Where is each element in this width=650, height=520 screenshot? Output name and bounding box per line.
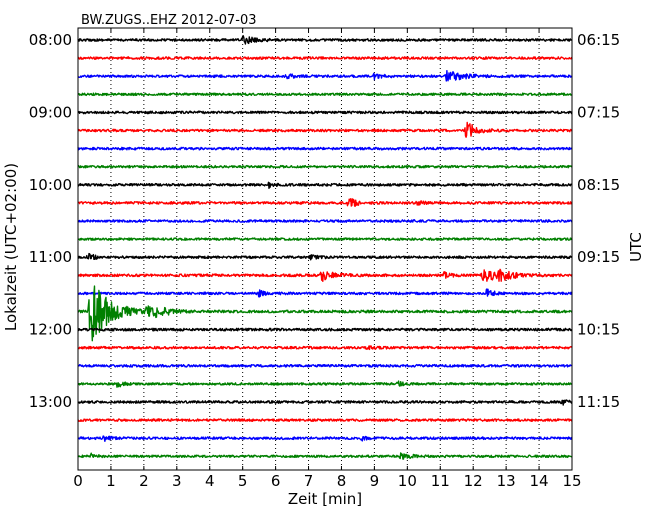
traces [77,35,573,460]
trace-1230 [77,363,573,368]
trace-1345 [77,452,573,460]
x-tick-label: 1 [106,472,116,490]
trace-0945 [77,164,573,169]
x-tick-label: 7 [304,472,314,490]
left-y-tick-label: 13:00 [29,393,72,411]
trace-1145 [77,285,573,342]
trace-1215 [77,345,573,351]
x-tick-label: 0 [73,472,83,490]
left-y-axis: 08:00 09:00 10:00 11:00 12:00 13:00 [29,31,82,411]
right-y-axis: 06:15 07:15 08:15 09:15 10:15 11:15 [568,31,620,411]
x-axis-label: Zeit [min] [288,490,362,508]
trace-1330 [77,435,573,442]
trace-1300 [77,399,573,406]
left-y-tick-label: 12:00 [29,321,72,339]
x-tick-label: 11 [431,472,450,490]
trace-1015 [77,198,573,207]
trace-1030 [77,219,573,223]
grid-lines [110,28,540,470]
trace-0845 [77,92,573,97]
x-tick-label: 8 [337,472,347,490]
trace-0830 [77,70,573,82]
x-tick-label: 4 [205,472,215,490]
x-tick-label: 3 [172,472,182,490]
trace-1000 [77,181,573,189]
x-tick-label: 14 [530,472,549,490]
trace-1315 [77,418,573,422]
trace-0815 [77,56,573,60]
trace-0900 [77,110,573,115]
plot-frame [77,27,573,471]
left-y-tick-label: 09:00 [29,103,72,121]
x-tick-label: 12 [464,472,483,490]
trace-1115 [77,268,573,282]
x-tick-label: 10 [398,472,417,490]
right-y-tick-label: 11:15 [577,393,620,411]
trace-1245 [77,380,573,388]
trace-1045 [77,237,573,241]
right-y-tick-label: 06:15 [577,31,620,49]
x-tick-label: 9 [370,472,380,490]
left-y-tick-label: 11:00 [29,248,72,266]
trace-1200 [77,327,573,332]
x-tick-label: 5 [238,472,248,490]
chart-title: BW.ZUGS..EHZ 2012-07-03 [81,13,257,28]
x-tick-label: 6 [271,472,281,490]
trace-1130 [77,288,573,298]
x-axis: 0 1 2 3 4 5 6 7 8 9 10 11 12 13 14 15 [73,28,582,490]
right-y-tick-label: 10:15 [577,321,620,339]
left-y-axis-label: Lokalzeit (UTC+02:00) [2,163,20,331]
right-y-axis-label: UTC [627,232,645,262]
right-y-tick-label: 08:15 [577,176,620,194]
right-y-tick-label: 07:15 [577,103,620,121]
x-tick-label: 2 [139,472,149,490]
trace-0915 [77,121,573,138]
x-tick-label: 13 [497,472,516,490]
x-tick-label: 15 [562,472,581,490]
trace-0930 [77,146,573,151]
right-y-tick-label: 09:15 [577,248,620,266]
left-y-tick-label: 10:00 [29,176,72,194]
trace-0800 [77,35,573,45]
trace-1100 [77,252,573,261]
left-y-tick-label: 08:00 [29,31,72,49]
